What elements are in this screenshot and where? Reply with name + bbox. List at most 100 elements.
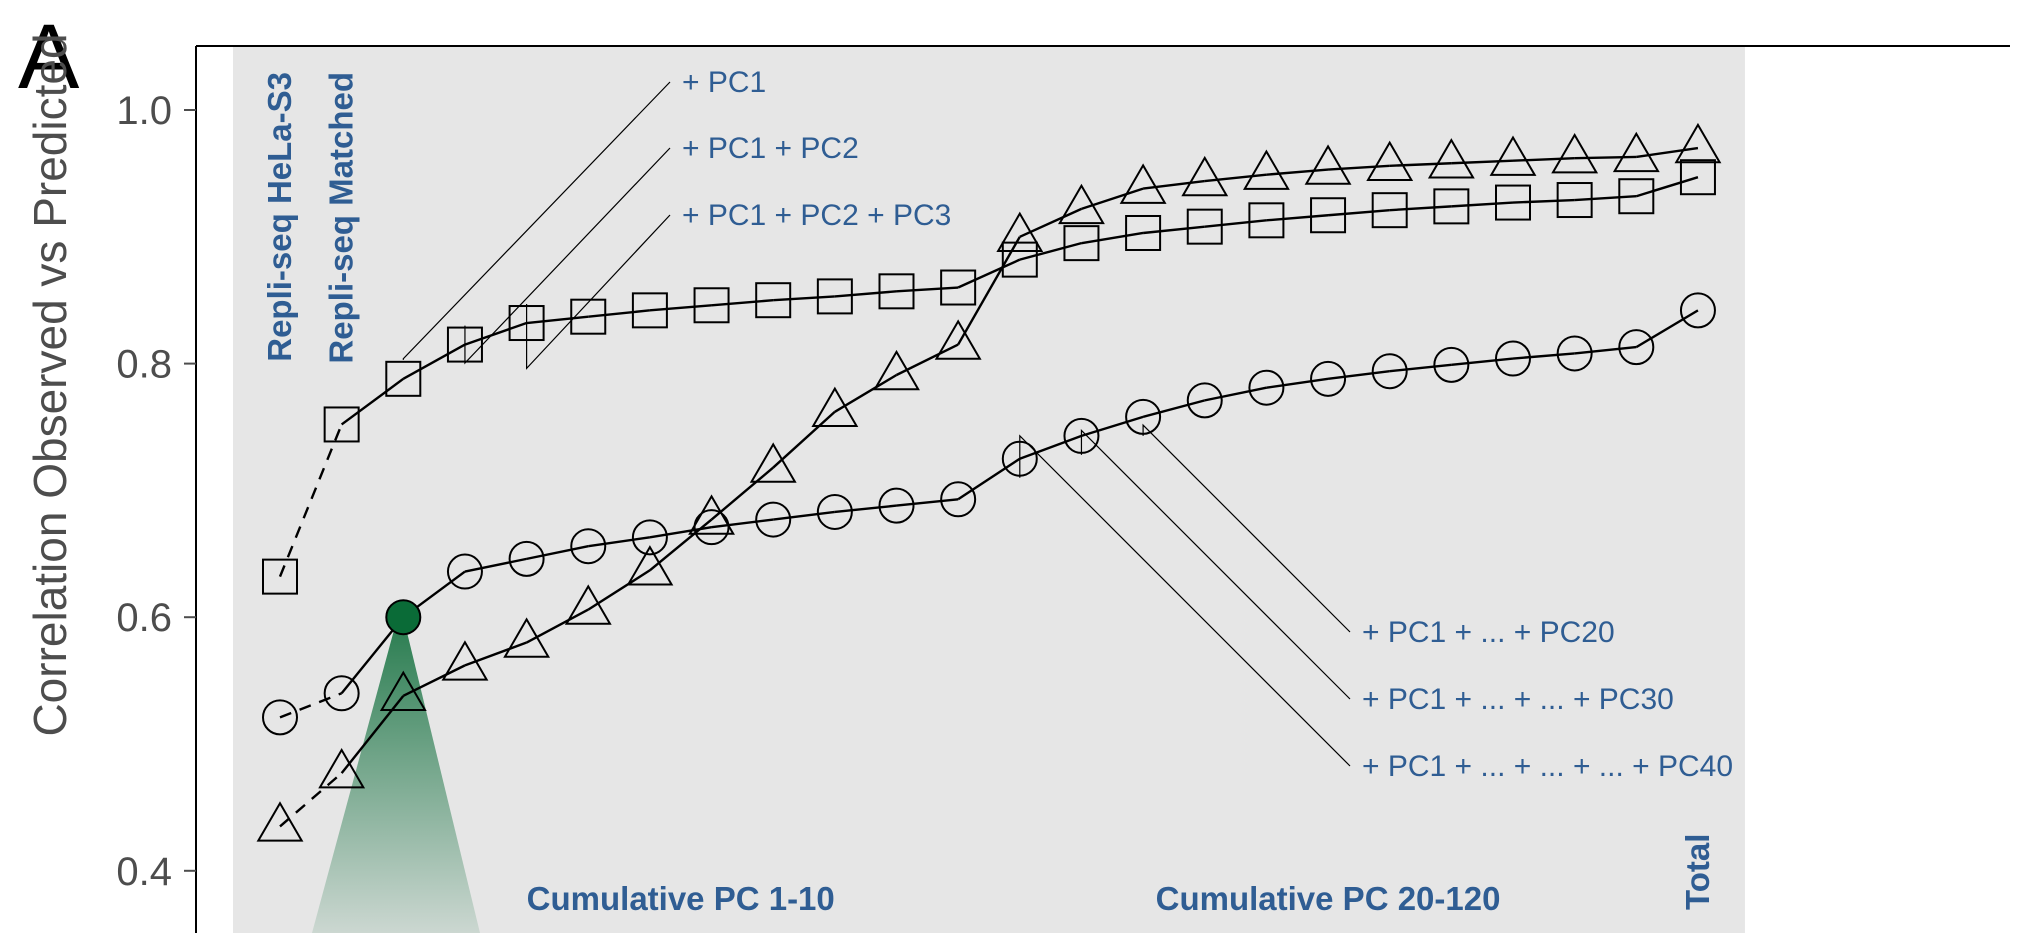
triangle-marker <box>1304 144 1352 185</box>
square-marker <box>1186 208 1223 245</box>
triangle-segment <box>1389 162 1452 167</box>
circle-segment <box>1451 357 1514 367</box>
triangle-marker <box>1119 163 1167 204</box>
circle-marker <box>816 493 853 530</box>
annotation-label: + PC1 + PC2 + PC3 <box>682 199 951 232</box>
square-marker <box>1433 188 1470 225</box>
triangle-marker <box>1551 133 1599 174</box>
circle-marker <box>1618 329 1655 366</box>
circle-segment <box>1142 399 1206 419</box>
triangle-segment <box>1266 168 1329 176</box>
circle-marker <box>940 481 977 518</box>
circle-segment <box>957 457 1021 501</box>
circle-marker <box>446 553 483 590</box>
circle-marker <box>1679 292 1716 329</box>
y-axis-ticks: 0.4 0.6 0.8 1.0 <box>116 89 196 894</box>
annotation-label: + PC1 + ... + PC20 <box>1362 616 1615 649</box>
y-tick-label: 0.8 <box>116 343 172 387</box>
band-4 <box>1650 46 1745 933</box>
square-marker <box>1618 178 1655 215</box>
circle-marker <box>323 675 360 712</box>
triangle-segment <box>1451 159 1514 165</box>
square-segment <box>1389 205 1452 212</box>
square-marker <box>262 558 298 595</box>
square-marker <box>385 360 422 397</box>
panel-letter: A <box>18 6 80 108</box>
annotation-leader <box>402 81 671 360</box>
annotation-leader <box>525 214 671 370</box>
square-marker <box>693 287 730 324</box>
y-axis-title: Correlation Observed vs Predicted <box>24 33 76 736</box>
circle-marker <box>1433 346 1470 383</box>
triangle-segment <box>772 410 836 469</box>
circle-marker <box>755 501 792 538</box>
band-label-3: Cumulative PC 20-120 <box>1156 880 1501 917</box>
background-bands <box>233 46 1745 933</box>
square-segment <box>464 321 527 346</box>
y-tick-label: 0.4 <box>116 850 172 894</box>
annotation-leader <box>464 147 671 365</box>
triangle-marker <box>688 494 735 535</box>
triangle-marker <box>749 442 797 483</box>
annotation-label: + PC1 + ... + ... + ... + PC40 <box>1362 750 1733 783</box>
square-segment <box>526 315 589 325</box>
annotation-label: + PC1 <box>682 66 766 99</box>
triangle-marker <box>1058 183 1105 225</box>
y-tick-label: 1.0 <box>116 89 172 133</box>
square-segment <box>773 295 835 302</box>
y-tick-label: 0.6 <box>116 596 172 640</box>
circle-segment <box>588 536 651 548</box>
triangle-marker <box>256 801 304 842</box>
square-segment <box>1081 231 1144 245</box>
circle-segment <box>1204 386 1267 402</box>
square-marker <box>878 273 915 310</box>
circle-segment <box>1019 434 1082 460</box>
circle-marker <box>1186 382 1223 419</box>
circle-segment <box>1574 345 1637 355</box>
circle-marker <box>878 487 915 524</box>
square-segment <box>1451 201 1514 208</box>
band-label-4: Total <box>1679 834 1716 910</box>
annotation-leaders <box>402 81 1351 767</box>
square-marker <box>940 269 977 306</box>
circle-segment <box>1081 415 1144 438</box>
circle-segment <box>1512 352 1575 360</box>
circle-marker <box>1248 369 1285 406</box>
triangle-marker <box>1674 122 1722 164</box>
square-marker <box>446 326 483 363</box>
square-segment <box>711 299 774 307</box>
square-marker <box>1125 214 1162 251</box>
annotation-leader <box>1019 434 1351 767</box>
triangle-marker <box>1181 155 1229 197</box>
square-marker <box>1248 202 1285 239</box>
circle-marker <box>631 519 668 556</box>
square-marker <box>631 292 668 329</box>
square-segment <box>1204 219 1267 228</box>
circle-segment <box>773 510 835 521</box>
band-2 <box>356 46 1006 933</box>
square-segment <box>649 304 712 312</box>
circle-segment <box>1635 309 1699 349</box>
circle-segment <box>896 498 959 507</box>
triangle-marker <box>996 211 1044 253</box>
triangle-segment <box>1081 187 1144 211</box>
square-marker <box>1679 159 1716 196</box>
triangle-marker <box>503 617 551 658</box>
square-segment <box>834 290 897 298</box>
square-marker <box>1001 241 1038 278</box>
triangle-segment <box>710 466 774 521</box>
triangle-segment <box>1204 173 1267 183</box>
triangle-marker <box>379 670 427 712</box>
band-label-1: Repli-seq Matched <box>323 72 360 364</box>
circle-marker <box>1001 440 1038 477</box>
square-segment <box>1512 198 1575 204</box>
circle-segment <box>1389 363 1452 373</box>
circle-segment <box>834 504 897 514</box>
circle-marker <box>508 540 545 577</box>
square-segment <box>1266 214 1329 222</box>
circle-marker <box>1125 398 1162 435</box>
circle-segment <box>279 692 343 719</box>
annotation-leader <box>1142 423 1351 633</box>
triangle-marker <box>564 584 612 625</box>
